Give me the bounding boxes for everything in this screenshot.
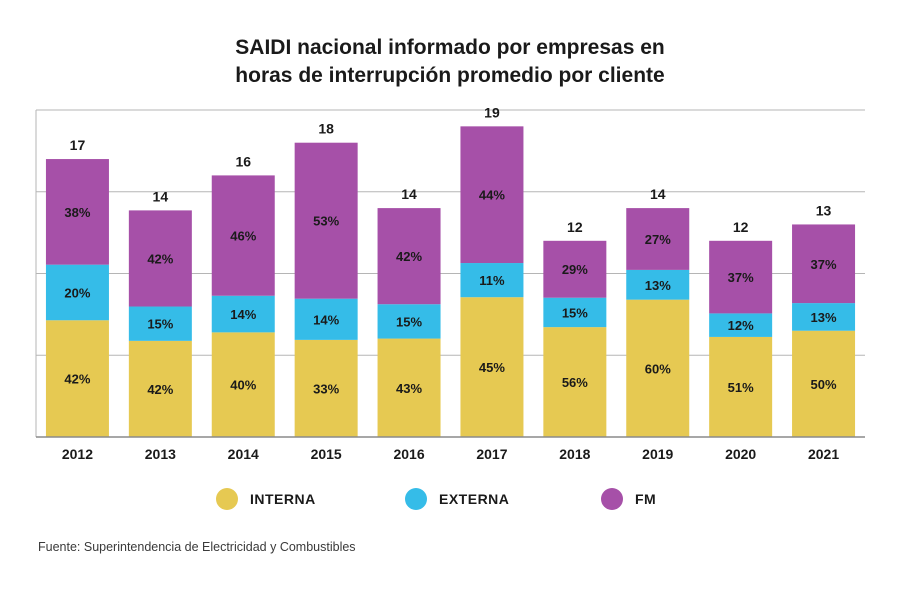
bar-segment-interna <box>128 340 192 437</box>
bar-segment-interna <box>626 299 690 437</box>
segment-percent-label: 13% <box>645 278 671 293</box>
segment-percent-label: 14% <box>230 307 256 322</box>
bar-total-label: 14 <box>153 188 169 204</box>
segment-percent-label: 50% <box>811 377 837 392</box>
segment-percent-label: 42% <box>147 251 173 266</box>
segment-percent-label: 38% <box>64 205 90 220</box>
bar-segment-externa <box>45 264 109 321</box>
legend-swatch-interna <box>216 488 238 510</box>
x-tick-label: 2014 <box>228 446 259 462</box>
bar-segment-interna <box>792 330 856 437</box>
bar-segment-externa <box>709 313 773 337</box>
chart-title-line-1: SAIDI nacional informado por empresas en <box>235 36 665 59</box>
bar-total-label: 17 <box>70 137 86 153</box>
bar-segment-interna <box>45 320 109 437</box>
segment-percent-label: 15% <box>147 317 173 332</box>
bar-segment-fm <box>294 142 358 299</box>
stacked-bar-chart: 42% 20% 38% 17 2012 42% 15% 42% 14 2013 40% 14% 46% 1… <box>35 104 865 462</box>
legend-swatch-externa <box>405 488 427 510</box>
segment-percent-label: 43% <box>396 381 422 396</box>
bar-segment-externa <box>543 297 607 328</box>
legend-label-interna: INTERNA <box>250 491 316 507</box>
legend-item-externa: EXTERNA <box>405 488 509 510</box>
bar-segment-fm <box>543 240 607 298</box>
bar-segment-fm <box>377 208 441 305</box>
chart-title-line-2: horas de interrupción promedio por clien… <box>235 64 665 87</box>
segment-percent-label: 56% <box>562 375 588 390</box>
bar-segment-interna <box>377 338 441 437</box>
segment-percent-label: 27% <box>645 232 671 247</box>
segment-percent-label: 42% <box>396 249 422 264</box>
segment-percent-label: 45% <box>479 360 505 375</box>
bar-total-label: 18 <box>318 121 334 137</box>
segment-percent-label: 33% <box>313 381 339 396</box>
x-tick-label: 2016 <box>393 446 424 462</box>
bar-segment-fm <box>460 126 524 264</box>
chart-title: SAIDI nacional informado por empresas en… <box>0 34 900 90</box>
segment-percent-label: 12% <box>728 318 754 333</box>
bar-total-label: 14 <box>650 186 666 202</box>
bar-segment-interna <box>211 332 275 437</box>
legend: INTERNA EXTERNA FM <box>0 488 900 512</box>
bar-total-label: 19 <box>484 104 500 120</box>
legend-item-fm: FM <box>601 488 656 510</box>
segment-percent-label: 51% <box>728 380 754 395</box>
segment-percent-label: 37% <box>728 270 754 285</box>
bar-segment-interna <box>460 297 524 437</box>
segment-percent-label: 15% <box>396 314 422 329</box>
bar-segment-externa <box>211 295 275 333</box>
bar-segment-interna <box>294 339 358 437</box>
segment-percent-label: 20% <box>64 285 90 300</box>
x-tick-label: 2021 <box>808 446 839 462</box>
legend-label-fm: FM <box>635 491 657 507</box>
bar-segment-interna <box>709 336 773 437</box>
bar-segment-fm <box>45 159 109 265</box>
bar-segment-externa <box>377 304 441 339</box>
source-note: Fuente: Superintendencia de Electricidad… <box>38 540 356 554</box>
segment-percent-label: 37% <box>811 257 837 272</box>
bar-total-label: 13 <box>816 202 832 218</box>
segment-percent-label: 42% <box>64 372 90 387</box>
segment-percent-label: 44% <box>479 188 505 203</box>
segment-percent-label: 14% <box>313 312 339 327</box>
bar-total-label: 12 <box>567 219 583 235</box>
segment-percent-label: 11% <box>479 273 505 288</box>
x-tick-label: 2012 <box>62 446 93 462</box>
segment-percent-label: 53% <box>313 214 339 229</box>
segment-percent-label: 40% <box>230 378 256 393</box>
segment-percent-label: 13% <box>811 310 837 325</box>
bar-segment-externa <box>294 298 358 340</box>
legend-item-interna: INTERNA <box>216 488 316 510</box>
segment-percent-label: 42% <box>147 382 173 397</box>
segment-percent-label: 15% <box>562 305 588 320</box>
segment-percent-label: 29% <box>562 262 588 277</box>
bar-segment-fm <box>128 210 192 307</box>
legend-swatch-fm <box>601 488 623 510</box>
x-tick-label: 2013 <box>145 446 176 462</box>
bar-segment-externa <box>626 269 690 300</box>
segment-percent-label: 60% <box>645 361 671 376</box>
bar-segment-externa <box>792 303 856 331</box>
bar-segment-fm <box>792 224 856 304</box>
bar-segment-externa <box>128 306 192 341</box>
bar-segment-externa <box>460 263 524 298</box>
bar-segment-fm <box>211 175 275 296</box>
bar-total-label: 12 <box>733 219 749 235</box>
bar-total-label: 16 <box>235 153 251 169</box>
bar-segment-fm <box>626 208 690 270</box>
x-tick-label: 2019 <box>642 446 673 462</box>
legend-label-externa: EXTERNA <box>439 491 510 507</box>
x-tick-label: 2017 <box>476 446 507 462</box>
bar-total-label: 14 <box>401 186 417 202</box>
x-tick-label: 2015 <box>311 446 342 462</box>
segment-percent-label: 46% <box>230 229 256 244</box>
bar-segment-interna <box>543 327 607 437</box>
x-tick-label: 2018 <box>559 446 590 462</box>
bar-segment-fm <box>709 240 773 314</box>
x-tick-label: 2020 <box>725 446 756 462</box>
